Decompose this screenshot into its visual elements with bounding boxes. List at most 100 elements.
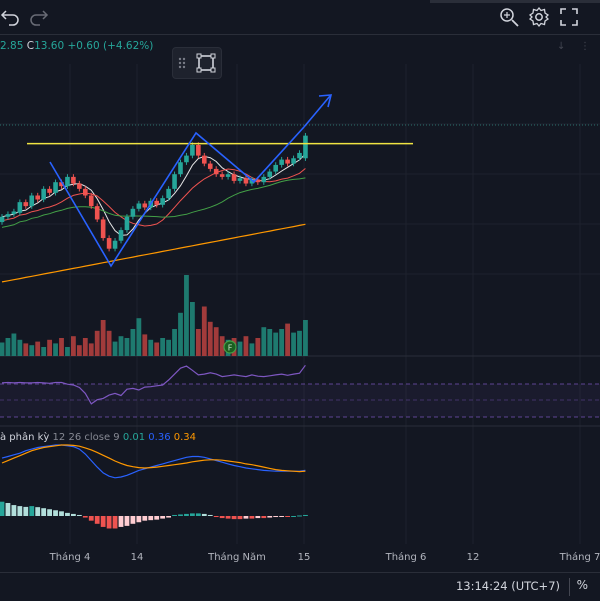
- volume-bar: [124, 338, 130, 356]
- candle-body: [23, 202, 29, 207]
- candle-body: [124, 216, 130, 231]
- candle-body: [219, 174, 225, 177]
- macd-histogram-bar: [11, 505, 17, 516]
- candle-body: [88, 195, 94, 207]
- volume-bar: [219, 336, 225, 356]
- open-value: 2.85: [0, 40, 24, 52]
- chart-drawings: [27, 94, 413, 268]
- drag-handle-icon[interactable]: [178, 57, 186, 69]
- macd-histogram-bar: [76, 514, 82, 516]
- macd-histogram-bar: [53, 510, 58, 516]
- macd-histogram-bar: [303, 514, 308, 516]
- volume-bar: [243, 336, 249, 356]
- macd-histogram-bar: [0, 501, 5, 516]
- close-label: C: [26, 40, 35, 52]
- volume-bar: [172, 329, 177, 356]
- percent-scale-toggle[interactable]: %: [576, 578, 588, 592]
- macd-histogram-bar: [136, 516, 142, 523]
- time-tick: 14: [130, 552, 144, 563]
- clock-timezone[interactable]: 13:14:24 (UTC+7): [455, 579, 560, 593]
- volume-bar: [195, 329, 201, 356]
- change-value: +0.60: [67, 40, 100, 52]
- volume-bar: [106, 330, 112, 356]
- macd-histogram-bar: [207, 514, 213, 516]
- time-tick: 12: [466, 552, 480, 563]
- candle-body: [59, 182, 64, 187]
- volume-bar: [35, 341, 41, 356]
- macd-histogram-bar: [201, 513, 207, 516]
- macd-histogram-bar: [243, 516, 249, 519]
- macd-histogram-bar: [47, 509, 52, 516]
- macd-histogram-bar: [261, 516, 267, 519]
- candle-body: [202, 155, 207, 164]
- macd-histogram-bar: [23, 506, 29, 516]
- volume-bar: [5, 338, 11, 356]
- candle-body: [112, 240, 118, 249]
- volume-bar: [285, 323, 290, 356]
- breakout-arrow-line: [303, 95, 331, 128]
- macd-params: 12 26 close 9: [52, 432, 120, 443]
- macd-name: à phân kỳ: [0, 432, 50, 443]
- macd-line-value: 0.36: [148, 432, 171, 443]
- pattern-lines: [49, 126, 305, 268]
- macd-histogram-bar: [166, 516, 171, 518]
- redo-icon[interactable]: [27, 6, 49, 28]
- macd-histogram-bar: [100, 516, 106, 527]
- candle-body: [130, 208, 136, 217]
- macd-histogram-bar: [237, 516, 243, 520]
- macd-pane: [0, 444, 308, 529]
- top-toolbar: [0, 0, 600, 35]
- macd-histogram-bar: [195, 513, 201, 516]
- scale-settings-icon[interactable]: ⋮: [580, 41, 590, 52]
- candle-body: [213, 168, 219, 175]
- candle-body: [207, 163, 213, 169]
- volume-bar: [65, 347, 70, 356]
- candle-body: [136, 203, 142, 209]
- candle-body: [249, 179, 255, 184]
- macd-histogram-bar: [148, 516, 154, 521]
- macd-histogram-bar: [17, 506, 23, 516]
- macd-histogram-bar: [172, 514, 177, 516]
- time-tick: Tháng Năm: [208, 552, 266, 563]
- zoom-icon[interactable]: [498, 6, 520, 28]
- macd-histogram-bar: [5, 503, 11, 516]
- macd-histogram-bar: [297, 515, 302, 517]
- rectangle-tool-icon[interactable]: [196, 53, 216, 73]
- candle-body: [225, 174, 231, 177]
- scale-down-icon[interactable]: ↓: [557, 41, 566, 52]
- gear-icon[interactable]: [528, 6, 550, 28]
- undo-icon[interactable]: [0, 6, 22, 28]
- candle-body: [279, 159, 284, 165]
- macd-histogram-bar: [88, 516, 94, 521]
- volume-bar: [142, 334, 148, 356]
- volume-bar: [154, 342, 160, 356]
- candle-body: [29, 195, 35, 207]
- ohlc-legend: 2.85 C13.60 +0.60 (+4.62%): [0, 40, 153, 52]
- bottom-status-bar: 13:14:24 (UTC+7) %: [0, 572, 600, 601]
- volume-bar: [130, 329, 136, 356]
- fullscreen-icon[interactable]: [558, 6, 580, 28]
- candle-body: [196, 144, 201, 156]
- drawing-floating-toolbar: [172, 47, 222, 79]
- macd-line: [1, 444, 306, 479]
- candle-body: [154, 200, 159, 205]
- volume-bar: [0, 342, 5, 356]
- macd-histogram-bar: [184, 513, 189, 516]
- volume-bar: [178, 312, 183, 356]
- macd-histogram-bar: [154, 516, 160, 520]
- volume-bar: [297, 330, 302, 356]
- volume-bar: [118, 336, 124, 356]
- macd-histogram-bar: [130, 516, 136, 524]
- volume-bar: [112, 341, 118, 356]
- macd-legend: à phân kỳ 12 26 close 9 0.01 0.36 0.34: [0, 432, 196, 443]
- macd-histogram-bar: [267, 516, 273, 518]
- time-axis[interactable]: Tháng 4 14 Tháng Năm 15 Tháng 6 12 Tháng…: [0, 544, 600, 572]
- candle-body: [190, 144, 195, 156]
- candle-body: [172, 174, 177, 189]
- candle-body: [41, 188, 46, 200]
- macd-histogram-bar: [190, 513, 195, 516]
- volume-bar: [59, 338, 64, 356]
- event-badge: [223, 340, 237, 354]
- chart-canvas[interactable]: F: [0, 34, 600, 544]
- macd-histogram-bar: [225, 516, 231, 519]
